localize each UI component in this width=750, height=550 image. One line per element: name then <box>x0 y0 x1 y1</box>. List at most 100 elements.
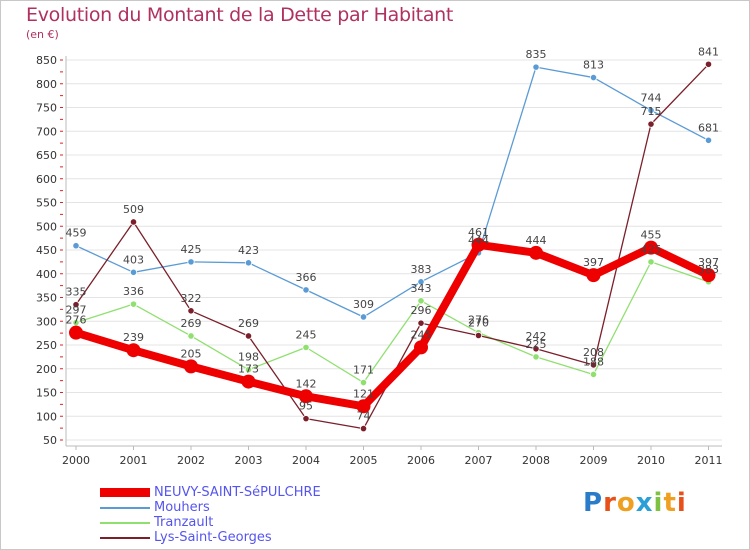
legend-label-neuvy: NEUVY-SAINT-SéPULCHRE <box>154 485 321 500</box>
series-point-mouhers-2011 <box>704 136 713 144</box>
x-tick-label-2006: 2006 <box>407 454 435 467</box>
axis-layer: 50 100 150 200 250 300 350 400 450 500 550 600 650 70… <box>36 54 723 467</box>
x-tick-label-2002: 2002 <box>177 454 205 467</box>
legend-label-tranzault: Tranzault <box>154 515 214 530</box>
y-tick-label-350: 350 <box>36 292 57 305</box>
series-point-tranzault-2008 <box>532 353 540 361</box>
series-point-tranzault-2010 <box>647 258 655 266</box>
y-tick-label-750: 750 <box>36 102 57 115</box>
series-point-mouhers-2002 <box>187 258 195 266</box>
series-line-tranzault <box>75 261 710 384</box>
data-label-mouhers-2011: 681 <box>698 121 719 134</box>
y-tick-label-700: 700 <box>36 125 57 138</box>
data-label-mouhers-2001: 403 <box>123 253 144 266</box>
series-point-lys-2005 <box>359 424 368 433</box>
y-tick-label-250: 250 <box>36 339 57 352</box>
data-label-mouhers-2009: 813 <box>583 59 604 72</box>
series-point-neuvy-2010 <box>644 240 658 255</box>
data-label-neuvy-2005: 121 <box>353 387 374 400</box>
data-label-neuvy-2002: 205 <box>181 347 202 360</box>
series-point-mouhers-2009 <box>589 73 598 82</box>
series-point-neuvy-2000 <box>69 325 83 340</box>
data-label-lys-2011: 841 <box>698 45 719 58</box>
data-label-tranzault-2009: 188 <box>583 355 604 368</box>
x-tick-label-2008: 2008 <box>522 454 550 467</box>
data-label-tranzault-2007: 276 <box>468 314 489 327</box>
data-label-mouhers-2006: 383 <box>411 263 432 276</box>
data-label-tranzault-2000: 297 <box>66 304 87 317</box>
series-point-lys-2002 <box>187 307 195 315</box>
series-point-neuvy-2011 <box>701 268 716 283</box>
logo-letter: x <box>635 488 654 518</box>
y-tick-label-50: 50 <box>43 434 57 447</box>
legend-swatch-neuvy <box>100 488 150 497</box>
data-label-mouhers-2010: 744 <box>641 91 662 104</box>
data-label-neuvy-2010: 455 <box>641 229 662 242</box>
data-label-neuvy-2007: 461 <box>468 226 489 239</box>
data-label-tranzault-2006: 343 <box>411 282 432 295</box>
y-tick-label-600: 600 <box>36 173 57 186</box>
data-label-neuvy-2006: 245 <box>411 328 432 341</box>
x-tick-label-2005: 2005 <box>350 454 378 467</box>
series-point-mouhers-2008 <box>532 63 540 71</box>
data-label-layer: 459 403 425 423 366 309 383 444 835 813 744 681 335 5… <box>66 45 720 422</box>
series-point-mouhers-2001 <box>129 268 138 276</box>
y-tick-label-650: 650 <box>36 149 57 162</box>
series-point-mouhers-2004 <box>302 286 310 294</box>
series-point-tranzault-2006 <box>417 297 425 305</box>
data-label-neuvy-2000: 276 <box>66 314 87 327</box>
proxiti-logo: Proxiti <box>583 488 687 518</box>
series-point-lys-2001 <box>129 218 138 226</box>
series-point-lys-2000 <box>72 301 80 309</box>
x-tick-label-2004: 2004 <box>292 454 320 467</box>
series-point-tranzault-2004 <box>302 343 310 351</box>
logo-letter: t <box>663 488 677 518</box>
x-tick-label-2003: 2003 <box>235 454 263 467</box>
series-point-tranzault-2002 <box>187 332 195 340</box>
y-tick-label-200: 200 <box>36 363 57 376</box>
y-tick-label-450: 450 <box>36 244 57 257</box>
logo-letter: i <box>653 488 664 518</box>
data-label-lys-2002: 322 <box>181 292 202 305</box>
series-point-neuvy-2007 <box>471 237 486 252</box>
data-label-neuvy-2008: 444 <box>526 234 547 247</box>
data-label-mouhers-2004: 366 <box>296 271 317 284</box>
data-label-neuvy-2009: 397 <box>583 256 604 269</box>
logo-letter: P <box>583 488 604 518</box>
y-tick-label-150: 150 <box>36 387 57 400</box>
y-tick-label-550: 550 <box>36 197 57 210</box>
series-point-lys-2008 <box>532 345 540 353</box>
series-point-neuvy-2009 <box>586 268 601 283</box>
series-point-mouhers-2010 <box>647 106 655 114</box>
logo-letter: o <box>616 488 636 518</box>
series-line-neuvy <box>72 240 713 411</box>
series-layer <box>69 60 716 433</box>
data-label-neuvy-2004: 142 <box>296 377 317 390</box>
data-label-mouhers-2005: 309 <box>353 298 374 311</box>
data-label-lys-2003: 269 <box>238 317 259 330</box>
data-label-tranzault-2002: 269 <box>181 317 202 330</box>
data-label-lys-2008: 242 <box>526 330 547 343</box>
legend-label-lys: Lys-Saint-Georges <box>154 530 272 545</box>
series-point-mouhers-2005 <box>359 313 368 321</box>
series-point-neuvy-2006 <box>414 340 428 355</box>
data-label-neuvy-2001: 239 <box>123 331 144 344</box>
legend-swatch-tranzault <box>100 522 150 524</box>
chart-title: Evolution du Montant de la Dette par Hab… <box>26 4 454 26</box>
y-tick-label-800: 800 <box>36 78 57 91</box>
series-point-neuvy-2003 <box>241 374 256 389</box>
data-label-tranzault-2005: 171 <box>353 364 374 377</box>
data-label-lys-2004: 95 <box>299 400 313 413</box>
x-tick-label-2001: 2001 <box>120 454 148 467</box>
logo-letter: r <box>603 488 617 518</box>
grid-layer <box>66 59 722 441</box>
data-label-lys-2010: 715 <box>641 105 662 118</box>
series-point-lys-2006 <box>417 319 425 327</box>
data-label-mouhers-2007: 444 <box>468 234 489 247</box>
x-tick-label-2007: 2007 <box>465 454 493 467</box>
y-tick-label-100: 100 <box>36 410 57 423</box>
data-label-neuvy-2011: 397 <box>698 256 719 269</box>
data-label-tranzault-2008: 225 <box>526 338 547 351</box>
x-tick-label-2009: 2009 <box>580 454 608 467</box>
